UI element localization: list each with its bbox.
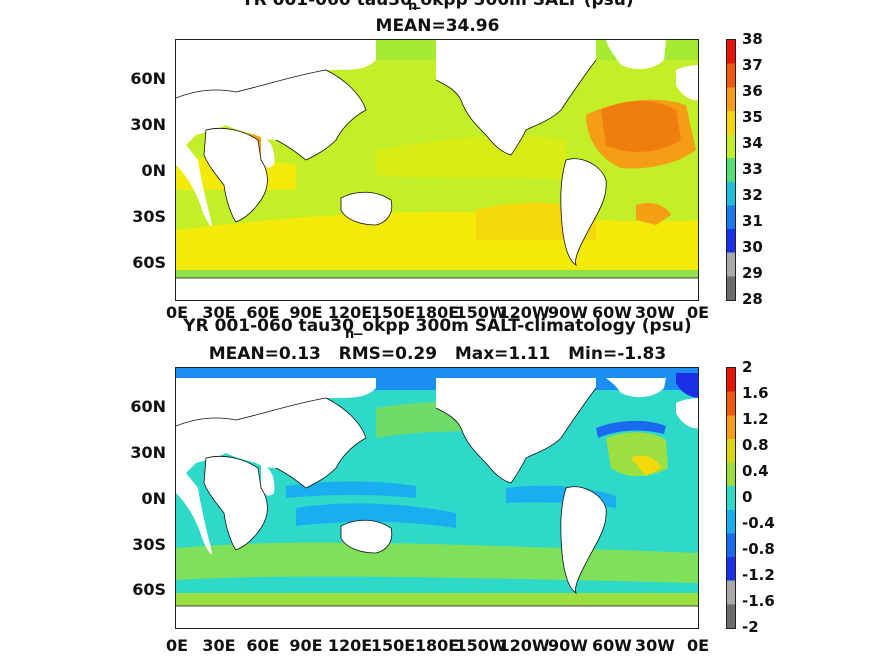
panel2-colorbar-tick: -2 xyxy=(742,618,759,636)
panel2-title-subscript: n xyxy=(345,327,355,342)
panel1-lat-60n: 60N xyxy=(130,69,166,88)
lon-label: 60W xyxy=(592,636,632,655)
panel1-map-svg xyxy=(176,40,698,300)
panel1-lat-30s: 30S xyxy=(132,207,166,226)
panel2-anomaly-map xyxy=(175,367,699,629)
panel1-colorbar-tick: 32 xyxy=(742,186,763,204)
panel2-colorbar-tick: -0.8 xyxy=(742,540,775,558)
lon-label: 90W xyxy=(548,636,588,655)
panel2-colorbar-tick: 0.8 xyxy=(742,436,769,454)
panel1-colorbar-tick: 37 xyxy=(742,56,763,74)
lon-label: 60W xyxy=(592,303,632,322)
panel2-colorbar-tick: 1.2 xyxy=(742,410,769,428)
lon-label: 30W xyxy=(635,636,675,655)
lon-label: 30E xyxy=(202,636,236,655)
lon-label: 0E xyxy=(165,636,189,655)
panel2-title: YR 001-060 tau30_okpp 300m SALT-climatol… xyxy=(183,316,692,336)
lon-label: 120E xyxy=(327,636,373,655)
panel1-colorbar-tick: 29 xyxy=(742,264,763,282)
panel1-colorbar-tick: 34 xyxy=(742,134,763,152)
panel1-stats: MEAN=34.96 xyxy=(375,16,500,36)
panel2-lat-30s: 30S xyxy=(132,535,166,554)
lon-label: 30E xyxy=(202,303,236,322)
panel1-colorbar-tick: 35 xyxy=(742,108,763,126)
panel2-colorbar-tick: 0 xyxy=(742,488,753,506)
panel1-colorbar xyxy=(726,39,736,301)
lon-label: 180E xyxy=(414,636,460,655)
panel2-lat-30n: 30N xyxy=(130,443,166,462)
lon-label: 150W xyxy=(455,636,507,655)
panel2-lat-60s: 60S xyxy=(132,580,166,599)
panel2-colorbar-tick: 0.4 xyxy=(742,462,769,480)
lon-label: 90E xyxy=(289,303,323,322)
panel2-map-svg xyxy=(176,368,698,628)
panel1-lat-0n: 0N xyxy=(141,161,166,180)
lon-label: 0E xyxy=(686,636,710,655)
panel1-colorbar-tick: 31 xyxy=(742,212,763,230)
lon-label: 150E xyxy=(370,303,416,322)
lon-label: 120W xyxy=(498,636,550,655)
panel1-title: YR 001-060 tau30_okpp 300m SALT (psu) xyxy=(241,0,634,10)
panel2-lat-60n: 60N xyxy=(130,397,166,416)
panel2-lat-0n: 0N xyxy=(141,489,166,508)
panel2-colorbar-tick: -1.2 xyxy=(742,566,775,584)
panel1-lat-30n: 30N xyxy=(130,115,166,134)
lon-label: 60E xyxy=(246,636,280,655)
panel1-colorbar-tick: 38 xyxy=(742,30,763,48)
lon-label: 90W xyxy=(548,303,588,322)
lon-label: 150W xyxy=(455,303,507,322)
panel2-colorbar-tick: 1.6 xyxy=(742,384,769,402)
lon-label: 90E xyxy=(289,636,323,655)
panel1-salinity-map xyxy=(175,39,699,301)
panel1-lat-60s: 60S xyxy=(132,253,166,272)
lon-label: 180E xyxy=(414,303,460,322)
panel2-colorbar-tick: 2 xyxy=(742,358,753,376)
panel1-colorbar-tick: 33 xyxy=(742,160,763,178)
panel2-colorbar-tick: -1.6 xyxy=(742,592,775,610)
lon-label: 0E xyxy=(686,303,710,322)
lon-label: 120E xyxy=(327,303,373,322)
panel1-colorbar-tick: 30 xyxy=(742,238,763,256)
panel2-colorbar xyxy=(726,367,736,629)
lon-label: 0E xyxy=(165,303,189,322)
lon-label: 30W xyxy=(635,303,675,322)
panel1-title-subscript: n xyxy=(408,0,418,14)
lon-label: 120W xyxy=(498,303,550,322)
panel1-colorbar-tick: 28 xyxy=(742,290,763,308)
lon-label: 150E xyxy=(370,636,416,655)
lon-label: 60E xyxy=(246,303,280,322)
panel2-colorbar-tick: -0.4 xyxy=(742,514,775,532)
panel2-stats: MEAN=0.13 RMS=0.29 Max=1.11 Min=-1.83 xyxy=(208,344,667,364)
panel1-colorbar-tick: 36 xyxy=(742,82,763,100)
